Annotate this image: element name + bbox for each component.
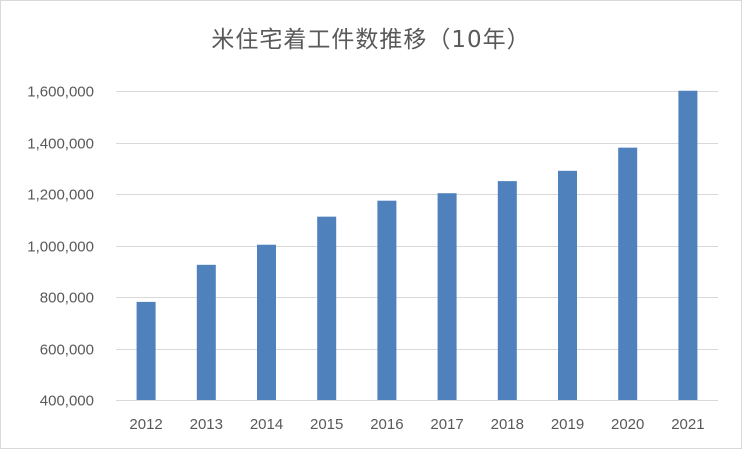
bar-2013 <box>196 264 216 400</box>
y-tick-label: 1,000,000 <box>27 239 94 256</box>
x-axis-ticks: 2012 2013 2014 2015 2016 2017 2018 2019 2020 2021 <box>129 416 704 433</box>
y-tick-label: 600,000 <box>40 342 94 359</box>
chart-title: 米住宅着工件数推移（10年） <box>211 27 531 53</box>
y-tick-label: 800,000 <box>40 290 94 307</box>
x-tick-label: 2019 <box>551 416 584 433</box>
x-tick-label: 2021 <box>671 416 704 433</box>
bar-2016 <box>377 200 397 400</box>
bar-2020 <box>618 147 638 400</box>
y-tick-label: 1,400,000 <box>27 136 94 153</box>
y-tick-label: 400,000 <box>40 393 94 410</box>
bars <box>136 90 698 401</box>
y-tick-label: 1,600,000 <box>27 84 94 101</box>
x-tick-label: 2012 <box>129 416 162 433</box>
bar-2018 <box>497 181 517 400</box>
bar-2021 <box>678 90 698 401</box>
y-tick-label: 1,200,000 <box>27 187 94 204</box>
x-tick-label: 2016 <box>370 416 403 433</box>
gridlines <box>116 91 718 401</box>
bar-2014 <box>257 244 276 400</box>
x-tick-label: 2017 <box>430 416 463 433</box>
bar-2012 <box>136 301 156 400</box>
bar-2017 <box>437 193 457 400</box>
x-tick-label: 2013 <box>190 416 223 433</box>
bar-2015 <box>317 216 337 400</box>
bar-2019 <box>558 170 577 400</box>
x-tick-label: 2015 <box>310 416 343 433</box>
x-tick-label: 2014 <box>250 416 283 433</box>
x-tick-label: 2018 <box>491 416 524 433</box>
x-tick-label: 2020 <box>611 416 644 433</box>
y-axis-ticks: 400,000 600,000 800,000 1,000,000 1,200,000 1… <box>27 84 94 410</box>
